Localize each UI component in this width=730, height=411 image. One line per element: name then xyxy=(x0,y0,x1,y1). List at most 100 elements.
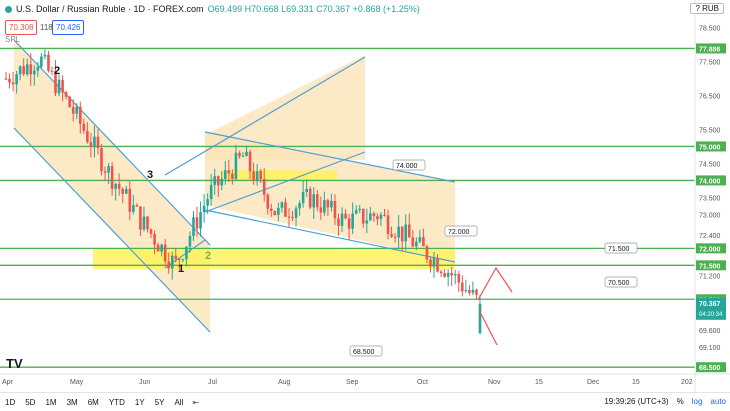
candle-body[interactable] xyxy=(82,123,86,131)
candle-body[interactable] xyxy=(280,202,284,208)
candle-body[interactable] xyxy=(195,217,199,229)
candle-body[interactable] xyxy=(450,272,454,276)
candle-body[interactable] xyxy=(43,54,47,57)
candle-body[interactable] xyxy=(326,200,330,208)
candle-body[interactable] xyxy=(57,79,61,94)
candle-body[interactable] xyxy=(369,213,372,221)
candle-body[interactable] xyxy=(18,66,22,75)
trend-line[interactable] xyxy=(13,39,211,246)
candle-body[interactable] xyxy=(439,271,443,274)
buy-button[interactable]: 70.426 xyxy=(52,20,85,35)
candle-body[interactable] xyxy=(192,217,195,236)
date-range-icon[interactable]: ⇤ xyxy=(192,397,200,407)
candle-body[interactable] xyxy=(351,213,354,229)
candle-body[interactable] xyxy=(146,216,149,230)
candle-body[interactable] xyxy=(15,74,18,85)
candle-body[interactable] xyxy=(330,200,333,208)
candle-body[interactable] xyxy=(397,226,400,238)
candle-body[interactable] xyxy=(422,236,425,247)
candle-body[interactable] xyxy=(266,194,270,209)
candle-body[interactable] xyxy=(415,241,418,247)
candle-body[interactable] xyxy=(323,200,326,213)
candle-body[interactable] xyxy=(32,70,36,75)
candle-body[interactable] xyxy=(199,212,202,229)
candle-body[interactable] xyxy=(298,203,301,209)
range-ytd[interactable]: YTD xyxy=(108,397,125,407)
candle-body[interactable] xyxy=(213,176,217,185)
candle-body[interactable] xyxy=(209,184,213,200)
candle-body[interactable] xyxy=(468,290,471,293)
candle-body[interactable] xyxy=(170,255,174,269)
candle-body[interactable] xyxy=(390,233,393,237)
candle-body[interactable] xyxy=(61,79,64,93)
trend-line[interactable] xyxy=(13,127,211,333)
candle-body[interactable] xyxy=(294,208,298,218)
candle-body[interactable] xyxy=(464,290,468,292)
candle-body[interactable] xyxy=(110,166,114,189)
price-chart[interactable]: 2 3 1 2 74.000 72.000 71.500 70.500 68.500 78.500… xyxy=(0,0,730,392)
candle-body[interactable] xyxy=(128,188,132,212)
candle-body[interactable] xyxy=(78,106,82,124)
candle-body[interactable] xyxy=(478,303,482,334)
candle-body[interactable] xyxy=(178,259,181,261)
candle-body[interactable] xyxy=(255,171,259,182)
candle-body[interactable] xyxy=(407,224,411,238)
candle-body[interactable] xyxy=(436,258,439,272)
percent-toggle[interactable]: % xyxy=(676,397,684,406)
candle-body[interactable] xyxy=(443,273,446,277)
trend-line[interactable] xyxy=(204,151,366,213)
candle-body[interactable] xyxy=(461,282,464,292)
candle-body[interactable] xyxy=(429,259,432,267)
candle-body[interactable] xyxy=(206,199,209,206)
candle-body[interactable] xyxy=(160,244,163,252)
candle-body[interactable] xyxy=(220,178,224,186)
candle-body[interactable] xyxy=(107,166,110,173)
candle-body[interactable] xyxy=(71,107,75,114)
candle-body[interactable] xyxy=(340,213,344,226)
range-6m[interactable]: 6M xyxy=(87,397,99,407)
candle-body[interactable] xyxy=(347,218,351,229)
candle-body[interactable] xyxy=(224,170,227,179)
candle-body[interactable] xyxy=(446,272,450,277)
range-1y[interactable]: 1Y xyxy=(134,397,145,407)
candle-body[interactable] xyxy=(245,151,248,156)
candle-body[interactable] xyxy=(319,207,323,213)
candle-body[interactable] xyxy=(135,205,139,207)
candle-body[interactable] xyxy=(54,71,57,94)
candle-body[interactable] xyxy=(124,188,128,194)
log-toggle[interactable]: log xyxy=(691,397,703,406)
range-all[interactable]: All xyxy=(174,397,184,407)
candle-body[interactable] xyxy=(411,237,415,247)
candle-body[interactable] xyxy=(36,66,40,71)
range-1m[interactable]: 1M xyxy=(45,397,57,407)
candle-body[interactable] xyxy=(121,188,125,194)
candle-body[interactable] xyxy=(301,192,305,204)
candle-body[interactable] xyxy=(75,106,79,114)
candle-body[interactable] xyxy=(383,214,386,216)
candle-body[interactable] xyxy=(103,171,107,173)
candle-body[interactable] xyxy=(400,226,404,242)
candle-body[interactable] xyxy=(156,244,160,252)
candle-body[interactable] xyxy=(86,130,89,143)
symbol-title[interactable]: U.S. Dollar / Russian Ruble · 1D · FOREX… xyxy=(16,4,204,14)
candle-body[interactable] xyxy=(308,188,312,208)
candle-body[interactable] xyxy=(425,246,429,260)
candle-body[interactable] xyxy=(344,213,347,219)
candle-body[interactable] xyxy=(305,188,308,193)
candle-body[interactable] xyxy=(11,82,15,85)
candle-body[interactable] xyxy=(358,208,362,211)
candle-body[interactable] xyxy=(291,217,294,219)
candle-body[interactable] xyxy=(475,289,478,295)
candle-body[interactable] xyxy=(117,183,121,189)
candle-body[interactable] xyxy=(149,229,153,234)
candle-body[interactable] xyxy=(163,244,167,262)
candle-body[interactable] xyxy=(8,78,11,83)
candle-body[interactable] xyxy=(372,213,376,217)
candle-body[interactable] xyxy=(361,208,365,224)
candle-body[interactable] xyxy=(185,246,188,260)
candle-body[interactable] xyxy=(68,96,71,108)
candle-body[interactable] xyxy=(337,218,340,226)
candle-body[interactable] xyxy=(262,178,266,195)
range-3m[interactable]: 3M xyxy=(66,397,78,407)
